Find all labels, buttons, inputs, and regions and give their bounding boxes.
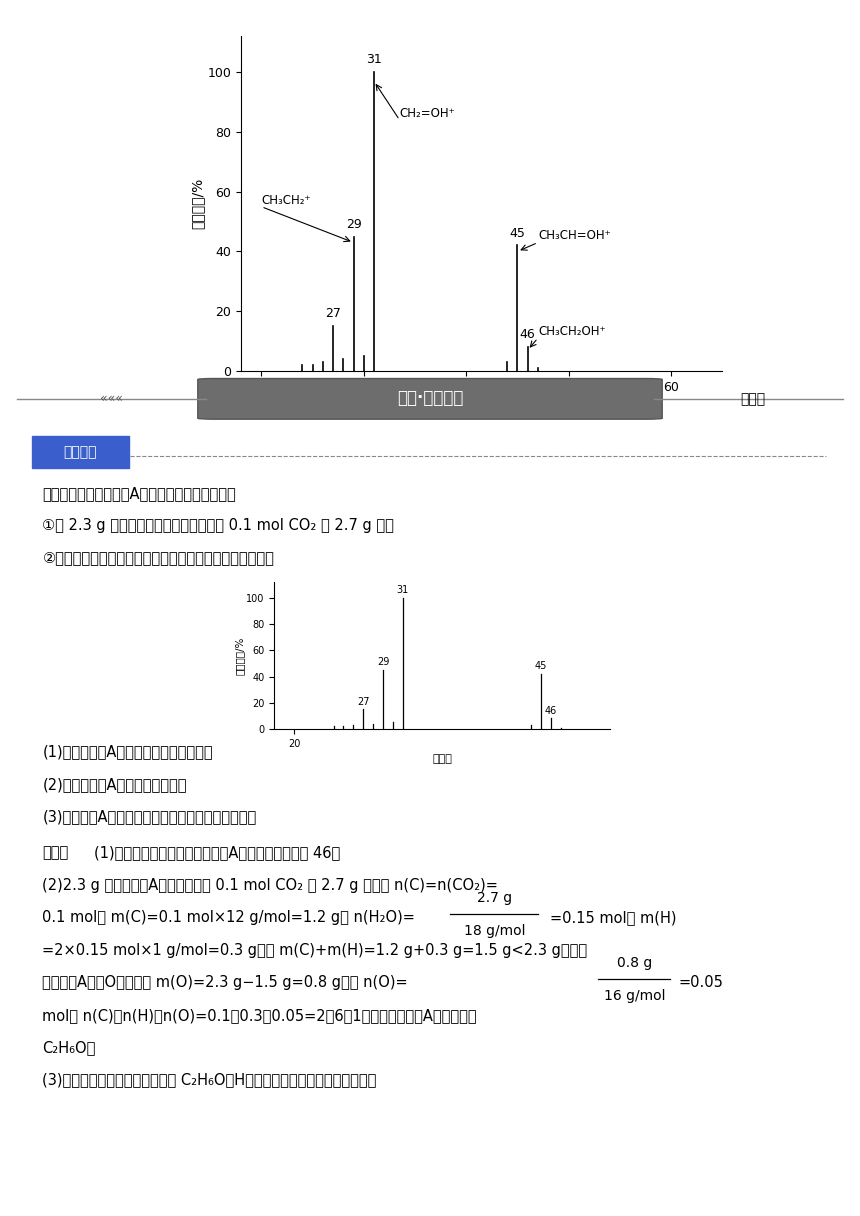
Text: 情境探究: 情境探究 (64, 445, 96, 458)
Text: 为了测定某有机化合物A的结构，进行如下实验：: 为了测定某有机化合物A的结构，进行如下实验： (42, 485, 237, 501)
Text: (3)能否根据A的实验式确定其分子式？请说明原因。: (3)能否根据A的实验式确定其分子式？请说明原因。 (42, 810, 256, 824)
Y-axis label: 相对丰度/%: 相对丰度/% (235, 636, 245, 675)
Text: =0.05: =0.05 (679, 975, 723, 990)
Text: (1)有机化合物A的相对分子质量是多少？: (1)有机化合物A的相对分子质量是多少？ (42, 744, 213, 760)
Text: 综合性: 综合性 (740, 392, 765, 406)
Text: (2)有机化合物A的实验式是什么？: (2)有机化合物A的实验式是什么？ (42, 777, 187, 792)
Text: 31: 31 (366, 54, 382, 67)
Text: 46: 46 (519, 328, 536, 340)
Text: (3)能，该有机化合物的实验式为 C₂H₆O，H原子已经饱和，所以该有机化合物: (3)能，该有机化合物的实验式为 C₂H₆O，H原子已经饱和，所以该有机化合物 (42, 1073, 377, 1087)
Text: CH₃CH₂⁺: CH₃CH₂⁺ (261, 193, 311, 207)
Text: 31: 31 (396, 585, 408, 596)
Text: 29: 29 (377, 658, 390, 668)
Text: 27: 27 (325, 308, 341, 320)
Text: (1)根据质荷比可知，有机化合物A的相对分子质量为 46。: (1)根据质荷比可知，有机化合物A的相对分子质量为 46。 (95, 845, 341, 861)
Text: 2.7 g: 2.7 g (476, 891, 512, 905)
Text: ①将 2.3 g 该有机化合物完全燃烧，生成 0.1 mol CO₂ 和 2.7 g 水；: ①将 2.3 g 该有机化合物完全燃烧，生成 0.1 mol CO₂ 和 2.7… (42, 518, 394, 533)
Text: 培养·关键能力: 培养·关键能力 (396, 389, 464, 407)
Text: 18 g/mol: 18 g/mol (464, 924, 525, 939)
Text: CH₃CH=OH⁺: CH₃CH=OH⁺ (538, 230, 611, 242)
Text: 提示：: 提示： (42, 845, 69, 861)
Text: =2×0.15 mol×1 g/mol=0.3 g，则 m(C)+m(H)=1.2 g+0.3 g=1.5 g<2.3 g，故有: =2×0.15 mol×1 g/mol=0.3 g，则 m(C)+m(H)=1.… (42, 942, 587, 958)
FancyBboxPatch shape (32, 435, 129, 468)
Text: (2)2.3 g 有机化合物A完全燃烧生成 0.1 mol CO₂ 和 2.7 g 水，则 n(C)=n(CO₂)=: (2)2.3 g 有机化合物A完全燃烧生成 0.1 mol CO₂ 和 2.7 … (42, 878, 498, 893)
Text: 45: 45 (509, 226, 525, 240)
Text: mol， n(C)：n(H)：n(O)=0.1：0.3：0.05=2：6：1，即有机化合物A的实验式为: mol， n(C)：n(H)：n(O)=0.1：0.3：0.05=2：6：1，即… (42, 1008, 477, 1023)
Text: =0.15 mol， m(H): =0.15 mol， m(H) (550, 911, 677, 925)
Text: 29: 29 (346, 218, 361, 231)
Y-axis label: 相对丰度/%: 相对丰度/% (190, 178, 205, 230)
X-axis label: 质荷比: 质荷比 (433, 754, 452, 764)
Text: 机化合物A含有O元素，且 m(O)=2.3 g−1.5 g=0.8 g，故 n(O)=: 机化合物A含有O元素，且 m(O)=2.3 g−1.5 g=0.8 g，故 n(… (42, 975, 408, 990)
Text: 0.8 g: 0.8 g (617, 956, 652, 970)
Text: «««: ««« (101, 393, 123, 405)
Text: CH₃CH₂OH⁺: CH₃CH₂OH⁺ (538, 325, 605, 338)
Text: 16 g/mol: 16 g/mol (604, 989, 665, 1003)
Text: ②用质谱仪测定其相对分子质量，得到如图所示的质谱图。: ②用质谱仪测定其相对分子质量，得到如图所示的质谱图。 (42, 551, 274, 565)
Text: 27: 27 (357, 697, 370, 706)
Text: CH₂=OH⁺: CH₂=OH⁺ (400, 107, 456, 120)
X-axis label: 质荷比: 质荷比 (469, 399, 494, 413)
Text: 45: 45 (535, 662, 547, 671)
Text: 0.1 mol， m(C)=0.1 mol×12 g/mol=1.2 g， n(H₂O)=: 0.1 mol， m(C)=0.1 mol×12 g/mol=1.2 g， n(… (42, 911, 415, 925)
FancyBboxPatch shape (198, 378, 662, 420)
Text: 46: 46 (545, 705, 557, 716)
Text: C₂H₆O。: C₂H₆O。 (42, 1040, 95, 1055)
